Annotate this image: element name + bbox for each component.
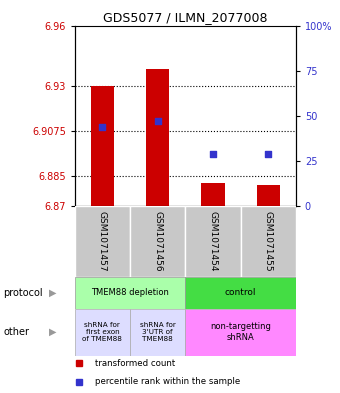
Bar — [146, 69, 169, 206]
Bar — [130, 206, 185, 277]
Point — [266, 151, 271, 157]
Text: GSM1071457: GSM1071457 — [98, 211, 107, 272]
Bar — [91, 86, 114, 206]
Bar — [241, 206, 296, 277]
Text: non-targetting
shRNA: non-targetting shRNA — [210, 322, 271, 342]
Text: control: control — [225, 288, 256, 297]
Text: GSM1071454: GSM1071454 — [208, 211, 217, 272]
Text: transformed count: transformed count — [95, 358, 175, 367]
Text: protocol: protocol — [3, 288, 43, 298]
Text: percentile rank within the sample: percentile rank within the sample — [95, 377, 240, 386]
Bar — [185, 277, 296, 309]
Bar — [75, 309, 130, 356]
Text: ▶: ▶ — [49, 288, 56, 298]
Bar — [185, 309, 296, 356]
Point — [100, 124, 105, 130]
Title: GDS5077 / ILMN_2077008: GDS5077 / ILMN_2077008 — [103, 11, 268, 24]
Point — [210, 151, 216, 157]
Text: shRNA for
3'UTR of
TMEM88: shRNA for 3'UTR of TMEM88 — [140, 322, 176, 342]
Text: GSM1071456: GSM1071456 — [153, 211, 162, 272]
Text: ▶: ▶ — [49, 327, 56, 337]
Text: other: other — [3, 327, 29, 337]
Bar — [75, 206, 130, 277]
Text: GSM1071455: GSM1071455 — [264, 211, 273, 272]
Point — [155, 118, 160, 125]
Bar — [257, 185, 280, 206]
Bar — [130, 309, 185, 356]
Bar — [75, 277, 185, 309]
Bar — [201, 183, 224, 206]
Text: shRNA for
first exon
of TMEM88: shRNA for first exon of TMEM88 — [83, 322, 122, 342]
Text: TMEM88 depletion: TMEM88 depletion — [91, 288, 169, 297]
Bar — [185, 206, 241, 277]
